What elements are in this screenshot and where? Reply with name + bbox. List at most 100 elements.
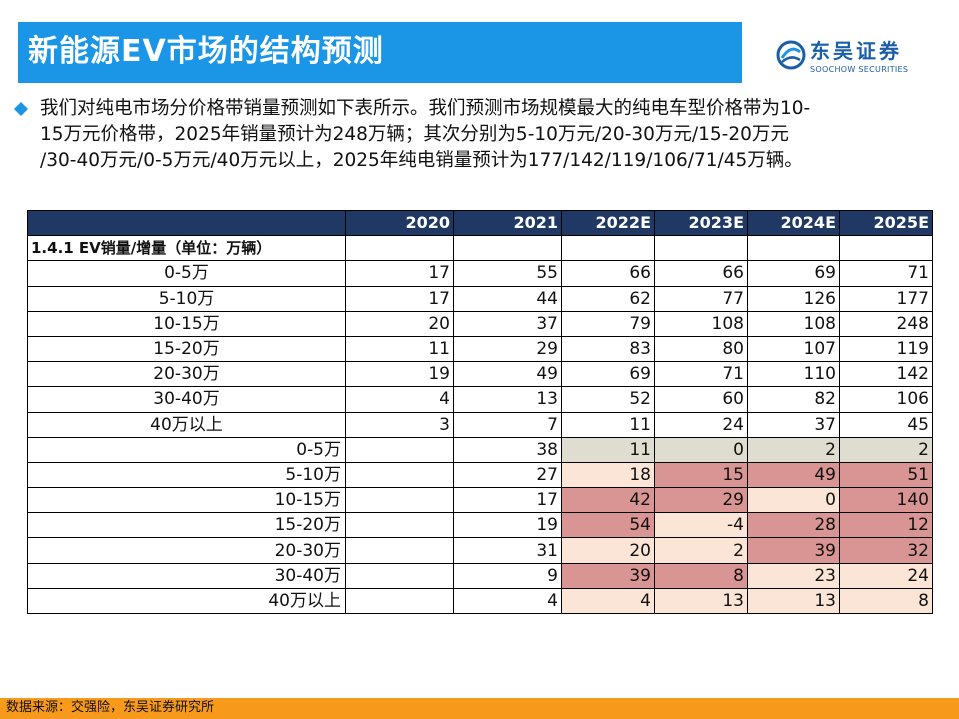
summary-line: 我们对纯电市场分价格带销量预测如下表所示。我们预测市场规模最大的纯电车型价格带为… xyxy=(40,98,811,119)
sales-value-cell: 62 xyxy=(561,285,655,312)
sales-value-cell: 77 xyxy=(654,285,748,312)
price-band-label: 40万以上 xyxy=(27,587,346,615)
sales-value-cell: 66 xyxy=(561,260,655,287)
section-row: 1.4.1 EV销量/增量（单位：万辆） xyxy=(27,235,933,262)
increment-value-cell: 4 xyxy=(561,587,655,615)
increment-row: 15-20万 19 54 -4 28 12 xyxy=(27,512,933,539)
sales-value-cell: 71 xyxy=(654,361,748,388)
increment-value-cell: 20 xyxy=(561,537,655,564)
empty-cell xyxy=(561,235,655,262)
sales-value-cell: 106 xyxy=(839,386,933,413)
sales-row: 0-5万 17 55 66 66 69 71 xyxy=(27,260,933,287)
price-band-label: 20-30万 xyxy=(27,361,346,388)
footer-bar: 数据来源：交强险，东吴证券研究所 xyxy=(0,698,959,719)
sales-value-cell: 37 xyxy=(747,411,840,438)
sales-value-cell: 49 xyxy=(453,361,562,388)
empty-cell xyxy=(345,235,454,262)
sales-value-cell: 71 xyxy=(839,260,933,287)
increment-value-cell: 31 xyxy=(453,537,562,564)
price-band-label: 20-30万 xyxy=(27,537,346,564)
increment-value-cell: 8 xyxy=(654,562,748,589)
sales-value-cell: 11 xyxy=(561,411,655,438)
soochow-logo-icon xyxy=(776,40,806,70)
increment-value-cell xyxy=(345,512,454,539)
increment-value-cell: 39 xyxy=(747,537,840,564)
increment-value-cell: 49 xyxy=(747,461,840,489)
increment-value-cell: 2 xyxy=(747,436,840,463)
diamond-bullet-icon xyxy=(14,102,28,116)
data-source-note: 数据来源：交强险，东吴证券研究所 xyxy=(6,700,215,715)
logo-english-name: SOOCHOW SECURITIES xyxy=(810,65,909,74)
sales-value-cell: 66 xyxy=(654,260,748,287)
sales-value-cell: 11 xyxy=(345,335,454,363)
increment-value-cell: 32 xyxy=(839,537,933,564)
increment-value-cell: 24 xyxy=(839,562,933,589)
increment-value-cell: 19 xyxy=(453,512,562,539)
increment-value-cell xyxy=(345,562,454,589)
sales-value-cell: 69 xyxy=(747,260,840,287)
price-band-label: 30-40万 xyxy=(27,386,346,413)
price-band-label: 10-15万 xyxy=(27,487,346,514)
increment-value-cell: 8 xyxy=(839,587,933,615)
increment-value-cell xyxy=(345,537,454,564)
sales-value-cell: 4 xyxy=(345,386,454,413)
title-bar: 新能源EV市场的结构预测 xyxy=(18,22,742,83)
sales-row: 10-15万 20 37 79 108 108 248 xyxy=(27,310,933,337)
price-band-label: 15-20万 xyxy=(27,512,346,539)
increment-value-cell: 15 xyxy=(654,461,748,489)
sales-value-cell: 52 xyxy=(561,386,655,413)
column-header: 2025E xyxy=(839,209,933,237)
section-label: 1.4.1 EV销量/增量（单位：万辆） xyxy=(27,235,346,262)
sales-value-cell: 7 xyxy=(453,411,562,438)
empty-cell xyxy=(839,235,933,262)
increment-value-cell: 54 xyxy=(561,512,655,539)
sales-value-cell: 45 xyxy=(839,411,933,438)
sales-value-cell: 20 xyxy=(345,310,454,337)
sales-row: 5-10万 17 44 62 77 126 177 xyxy=(27,285,933,312)
increment-value-cell: 9 xyxy=(453,562,562,589)
increment-value-cell: 42 xyxy=(561,487,655,514)
sales-row: 20-30万 19 49 69 71 110 142 xyxy=(27,361,933,388)
sales-row: 15-20万 11 29 83 80 107 119 xyxy=(27,335,933,363)
increment-value-cell xyxy=(345,461,454,489)
increment-value-cell: 4 xyxy=(453,587,562,615)
sales-value-cell: 142 xyxy=(839,361,933,388)
sales-value-cell: 17 xyxy=(345,260,454,287)
ev-sales-forecast-table: 2020 2021 2022E 2023E 2024E 2025E 1.4.1 EV销量/增… xyxy=(27,209,933,615)
sales-value-cell: 107 xyxy=(747,335,840,363)
sales-value-cell: 24 xyxy=(654,411,748,438)
column-header: 2020 xyxy=(345,209,454,237)
sales-row: 30-40万 4 13 52 60 82 106 xyxy=(27,386,933,413)
sales-value-cell: 110 xyxy=(747,361,840,388)
company-logo: 东吴证券 SOOCHOW SECURITIES xyxy=(776,38,946,78)
increment-value-cell xyxy=(345,587,454,615)
increment-value-cell: 0 xyxy=(654,436,748,463)
increment-value-cell: 140 xyxy=(839,487,933,514)
sales-value-cell: 29 xyxy=(453,335,562,363)
column-header: 2024E xyxy=(747,209,840,237)
increment-value-cell: 27 xyxy=(453,461,562,489)
price-band-label: 15-20万 xyxy=(27,335,346,363)
price-band-label: 10-15万 xyxy=(27,310,346,337)
empty-cell xyxy=(747,235,840,262)
increment-value-cell: 2 xyxy=(839,436,933,463)
sales-value-cell: 82 xyxy=(747,386,840,413)
sales-value-cell: 19 xyxy=(345,361,454,388)
page-title: 新能源EV市场的结构预测 xyxy=(28,34,384,69)
increment-value-cell: 29 xyxy=(654,487,748,514)
increment-value-cell: 28 xyxy=(747,512,840,539)
price-band-label: 40万以上 xyxy=(27,411,346,438)
sales-value-cell: 80 xyxy=(654,335,748,363)
sales-value-cell: 126 xyxy=(747,285,840,312)
sales-value-cell: 69 xyxy=(561,361,655,388)
increment-row: 40万以上 4 4 13 13 8 xyxy=(27,587,933,615)
sales-value-cell: 108 xyxy=(747,310,840,337)
empty-cell xyxy=(453,235,562,262)
sales-value-cell: 13 xyxy=(453,386,562,413)
column-header: 2021 xyxy=(453,209,562,237)
increment-value-cell: 18 xyxy=(561,461,655,489)
column-header: 2022E xyxy=(561,209,655,237)
sales-value-cell: 177 xyxy=(839,285,933,312)
sales-value-cell: 79 xyxy=(561,310,655,337)
column-header: 2023E xyxy=(654,209,748,237)
